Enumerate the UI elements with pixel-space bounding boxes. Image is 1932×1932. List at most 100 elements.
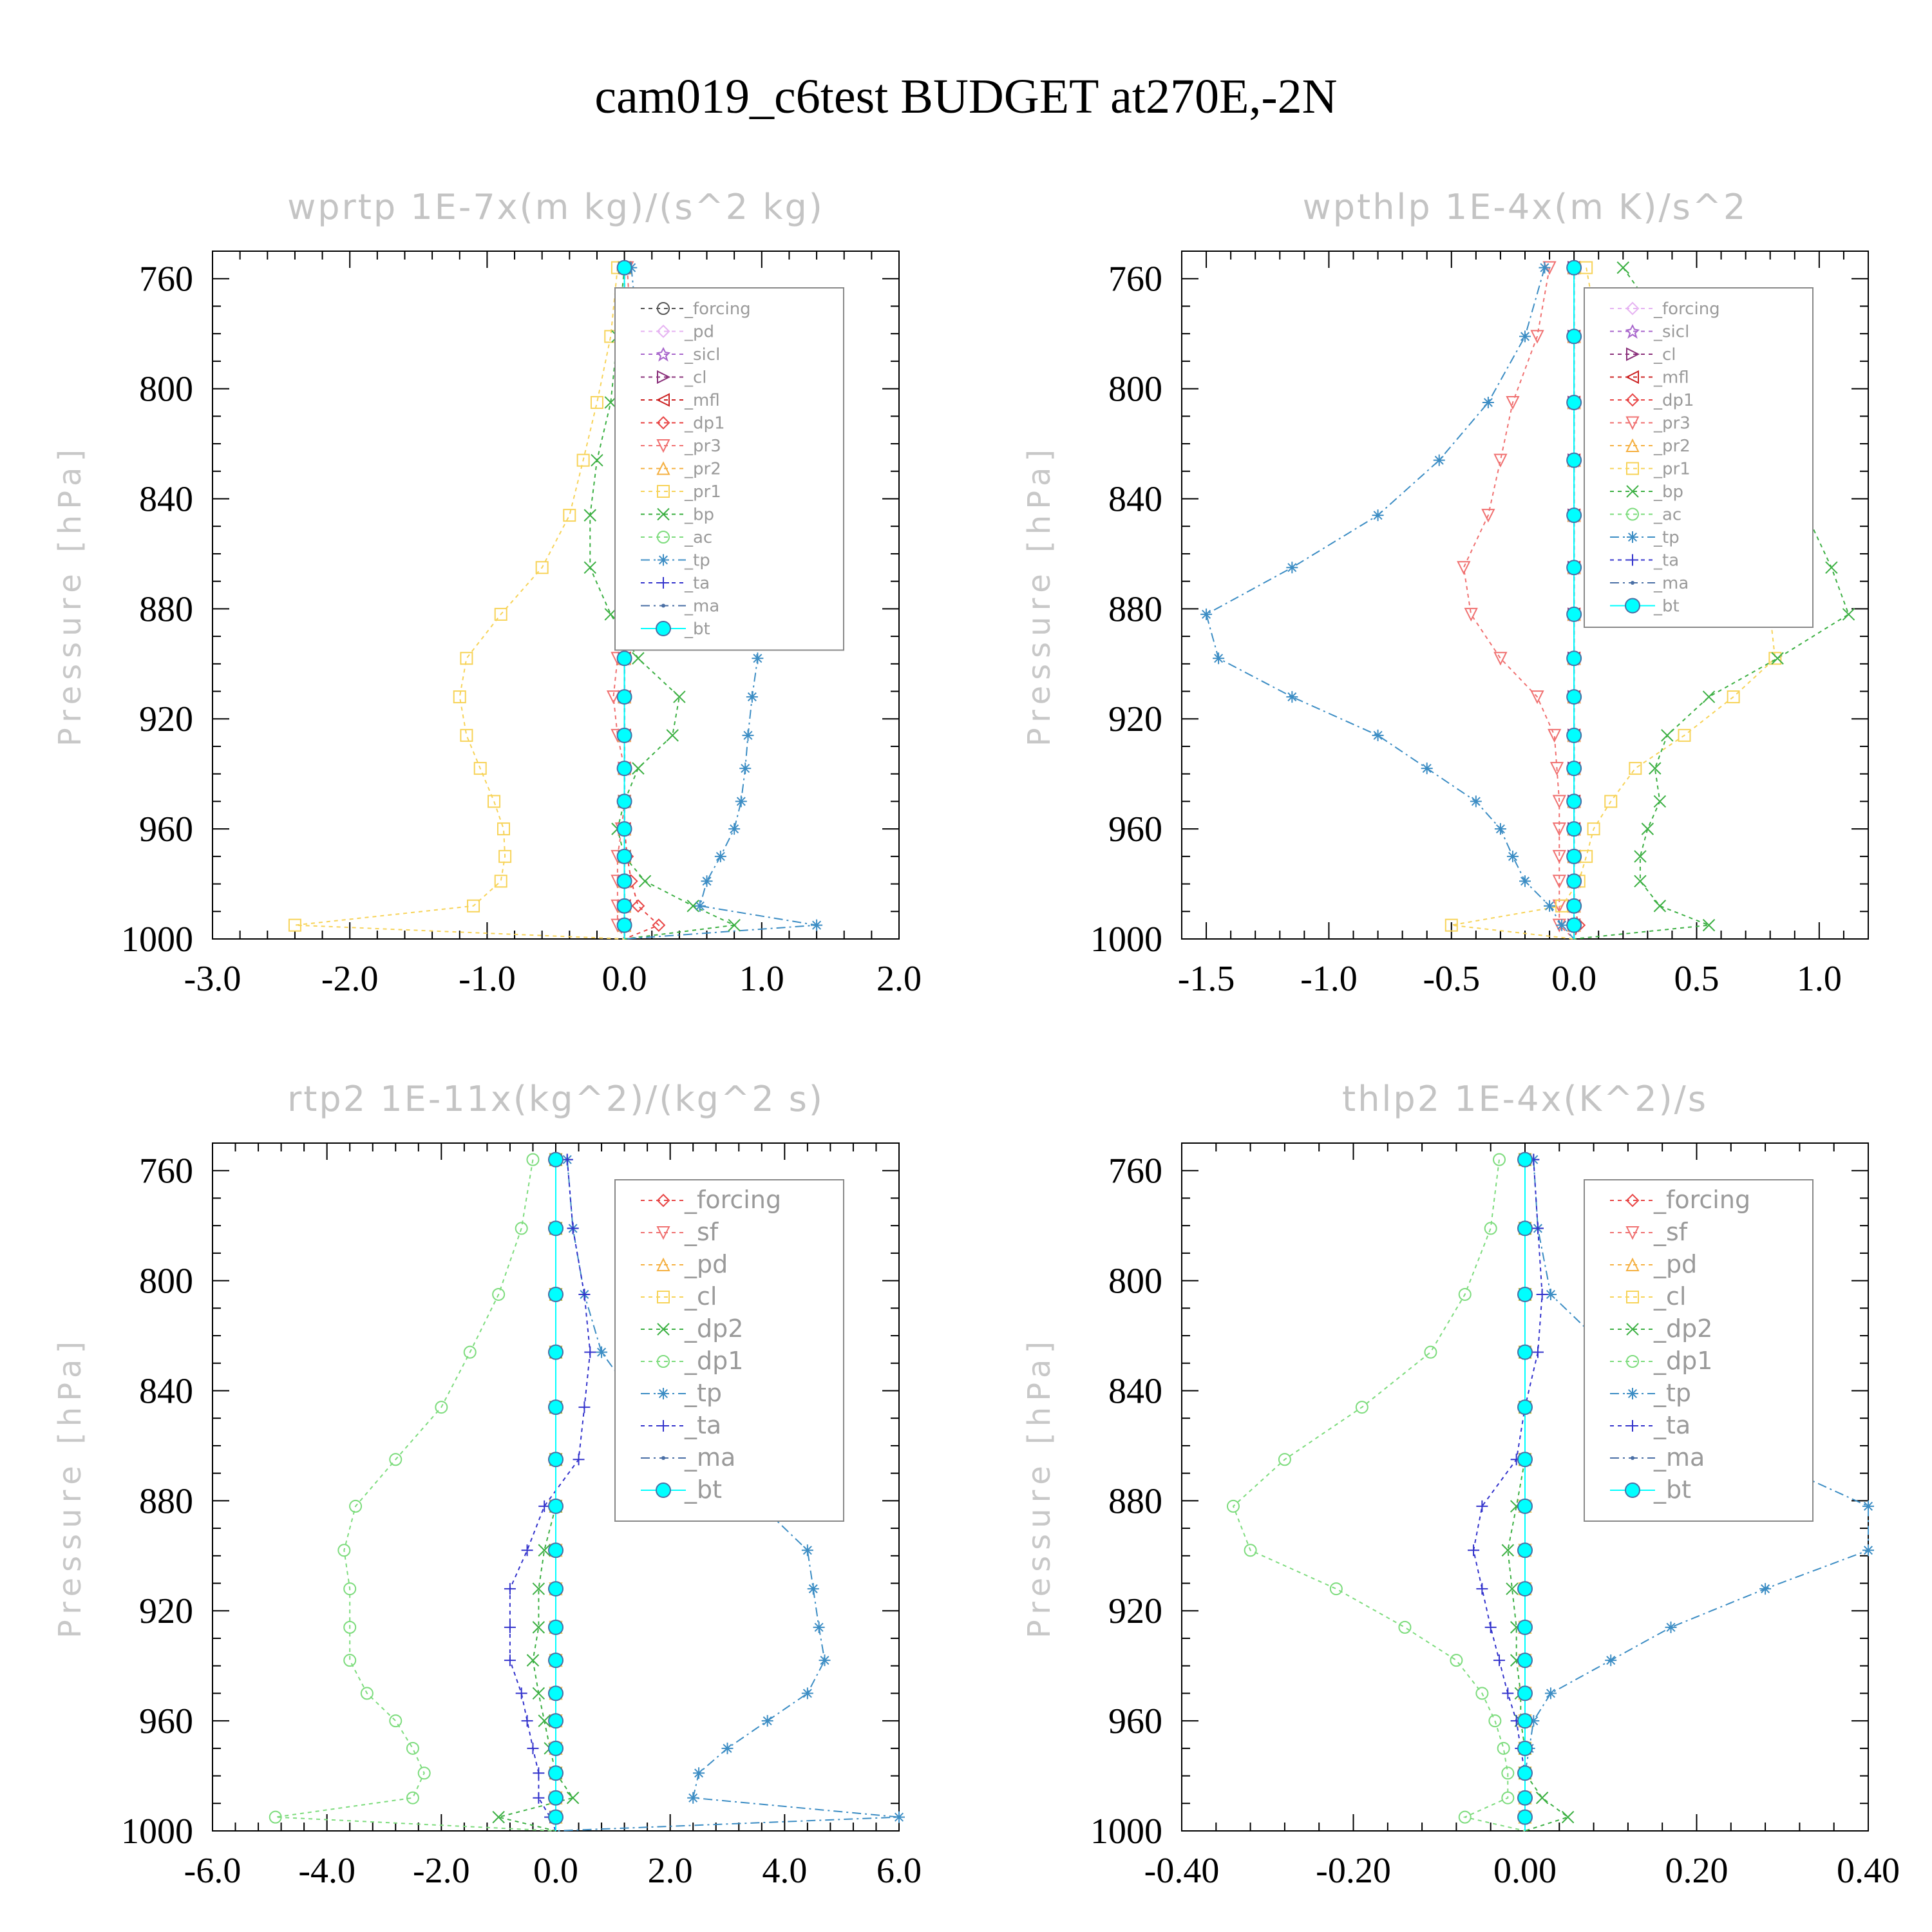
data-point-tp xyxy=(1556,919,1568,931)
data-point-tp xyxy=(746,691,758,703)
legend-marker xyxy=(1625,598,1640,614)
data-point-pr1 xyxy=(460,728,473,742)
legend-marker xyxy=(658,577,669,589)
data-point-ta xyxy=(1536,1288,1548,1300)
y-tick-label: 920 xyxy=(1108,699,1162,739)
legend-marker xyxy=(656,1482,671,1498)
legend-label: _pd xyxy=(684,1250,728,1278)
legend-marker xyxy=(657,531,670,544)
data-point-bt xyxy=(1566,328,1582,345)
x-tick-label: 0.5 xyxy=(1674,959,1719,999)
data-point-pr1 xyxy=(1727,690,1740,704)
data-point-ta xyxy=(504,1654,516,1667)
data-point-pr3 xyxy=(1493,652,1508,666)
legend-box xyxy=(1584,287,1814,628)
x-tick-label: 0.00 xyxy=(1493,1851,1557,1891)
data-point-pr3 xyxy=(1530,690,1544,705)
data-point-dp1 xyxy=(417,1766,431,1780)
data-point-pr3 xyxy=(1457,561,1471,575)
x-tick-label: -1.0 xyxy=(459,959,516,999)
data-point-dp1 xyxy=(1493,1153,1506,1166)
data-point-bt xyxy=(548,1685,564,1701)
data-point-dp1 xyxy=(631,899,645,913)
data-point-ta xyxy=(1468,1544,1480,1557)
x-tick-label: 2.0 xyxy=(648,1851,693,1891)
data-point-bt xyxy=(1566,507,1582,524)
data-point-ta xyxy=(1476,1500,1488,1512)
data-point-ta xyxy=(1531,1346,1544,1358)
data-point-bt xyxy=(1566,793,1582,810)
y-axis-label: Pressure [hPa] xyxy=(1021,444,1057,746)
legend-label: _pr3 xyxy=(1653,414,1690,433)
data-point-bt xyxy=(548,1542,564,1558)
data-point-bt xyxy=(616,898,632,914)
data-point-tp xyxy=(596,1346,608,1358)
data-point-tp xyxy=(1372,509,1384,522)
legend-label: _dp2 xyxy=(1653,1314,1712,1343)
data-point-bt xyxy=(1566,873,1582,889)
legend-marker xyxy=(657,302,670,315)
data-point-dp1 xyxy=(343,1582,357,1596)
data-point-dp1 xyxy=(343,1620,357,1634)
data-point-dp1 xyxy=(1450,1654,1463,1667)
legend-label: _bt xyxy=(1653,597,1680,616)
data-point-bt xyxy=(616,727,632,743)
data-point-tp xyxy=(1506,850,1519,862)
data-point-tp xyxy=(1421,762,1433,775)
legend-marker xyxy=(656,1193,670,1208)
data-point-bt xyxy=(1517,1653,1533,1669)
data-point-pr1 xyxy=(494,607,507,621)
data-point-bt xyxy=(616,260,632,276)
chart-panel-2: wpthlp 1E-4x(m K)/s^2 Pressure [hPa] 760 80… xyxy=(1021,187,1869,999)
legend-marker xyxy=(1625,301,1640,316)
data-point-bt xyxy=(1517,1151,1533,1168)
data-point-tp xyxy=(1286,562,1298,574)
legend-marker xyxy=(657,1291,670,1303)
data-point-dp1 xyxy=(1484,1222,1497,1235)
y-tick-label: 840 xyxy=(1108,479,1162,519)
data-point-bt xyxy=(1517,1542,1533,1558)
data-point-dp2 xyxy=(526,1654,540,1667)
data-point-bt xyxy=(1517,1740,1533,1756)
data-point-pr1 xyxy=(1587,822,1600,836)
data-point-bp xyxy=(1616,261,1629,274)
legend-marker xyxy=(656,416,670,430)
data-point-dp1 xyxy=(389,1714,402,1728)
legend-label: _ta xyxy=(1653,1411,1690,1439)
data-point-ta xyxy=(515,1687,527,1700)
series-line-pr3 xyxy=(1463,267,1575,940)
data-point-bt xyxy=(616,650,632,667)
x-tick-label: -1.0 xyxy=(1300,959,1358,999)
legend-marker xyxy=(657,1355,670,1368)
data-point-bt xyxy=(548,1344,564,1360)
data-point-ta xyxy=(533,1792,545,1804)
data-point-tp xyxy=(1286,691,1298,703)
data-point-tp xyxy=(1433,454,1445,466)
data-point-pr1 xyxy=(576,453,590,467)
data-point-bt xyxy=(616,689,632,705)
data-point-tp xyxy=(1862,1544,1874,1557)
legend-marker xyxy=(656,621,671,636)
data-point-dp1 xyxy=(1424,1345,1437,1359)
data-point-pr3 xyxy=(1552,875,1566,889)
data-point-tp xyxy=(742,729,754,741)
legend-marker xyxy=(657,507,670,521)
data-point-dp1 xyxy=(435,1401,448,1414)
legend-label: _dp1 xyxy=(1653,391,1694,410)
data-point-pr1 xyxy=(1678,728,1691,742)
legend-marker xyxy=(656,1257,670,1271)
legend-marker xyxy=(1625,1482,1640,1498)
legend-box xyxy=(614,287,844,651)
data-point-bp xyxy=(1661,729,1674,742)
y-tick-label: 840 xyxy=(139,1371,193,1411)
data-point-dp1 xyxy=(269,1810,282,1824)
data-point-ta xyxy=(521,1544,533,1557)
y-tick-label: 920 xyxy=(139,1591,193,1631)
data-point-bt xyxy=(1517,1344,1533,1360)
legend-label: _cl xyxy=(1653,1282,1686,1311)
legend-label: _pd xyxy=(684,323,714,342)
chart-panel-1: wprtp 1E-7x(m kg)/(s^2 kg) Pressure [hPa]… xyxy=(52,187,922,999)
data-point-dp2 xyxy=(532,1582,545,1595)
data-point-tp xyxy=(1605,1654,1617,1667)
legend-label: _cl xyxy=(1653,345,1676,365)
